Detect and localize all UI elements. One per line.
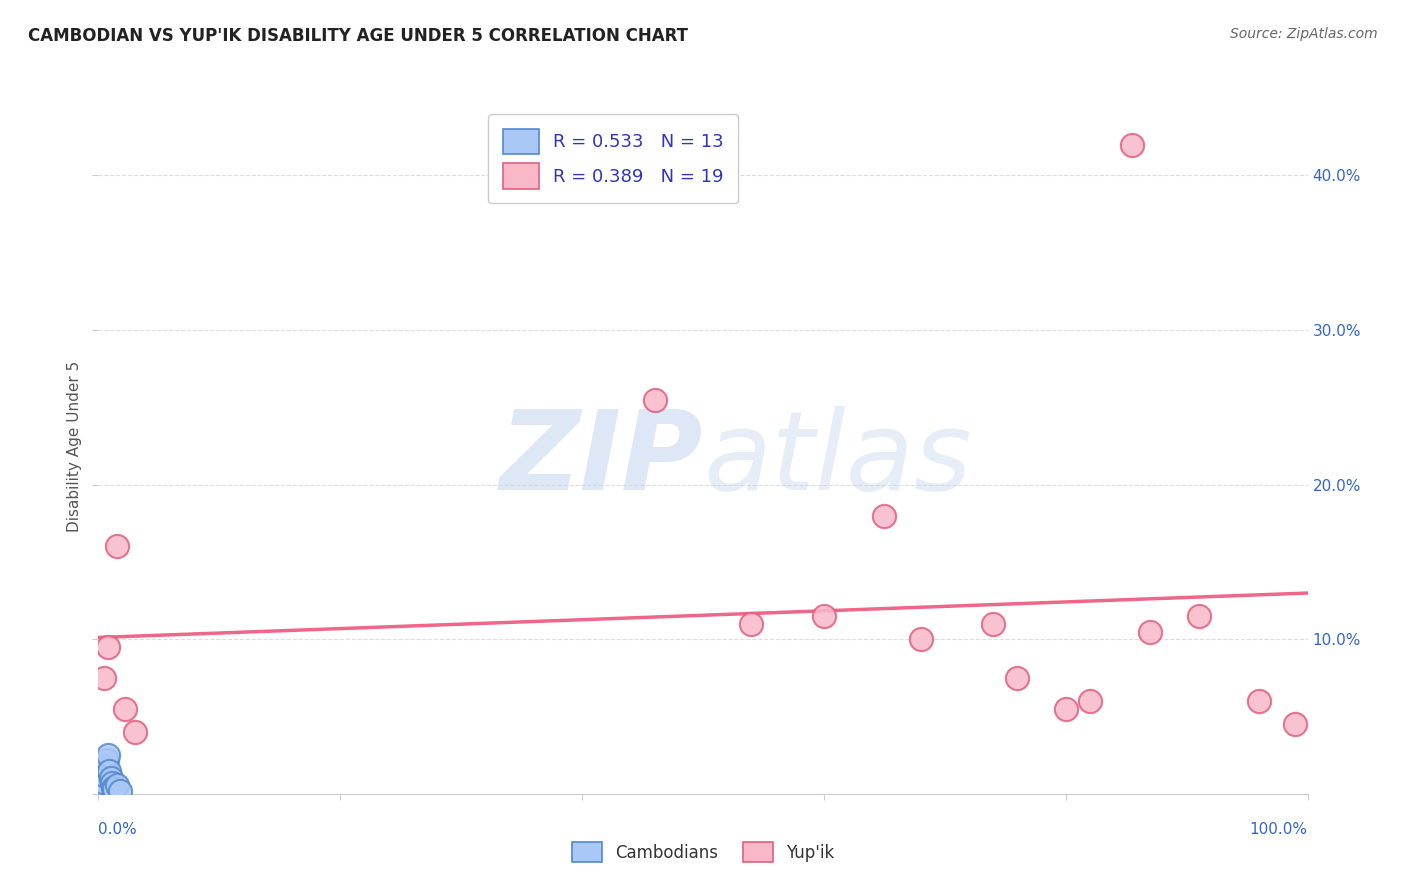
Point: [813, 609, 835, 624]
Point: [1121, 137, 1143, 152]
Point: [98, 764, 121, 778]
Text: Source: ZipAtlas.com: Source: ZipAtlas.com: [1230, 27, 1378, 41]
Point: [100, 776, 122, 790]
Point: [91, 774, 114, 789]
Point: [124, 725, 146, 739]
Text: ZIP: ZIP: [499, 407, 703, 514]
Point: [1139, 624, 1161, 639]
Point: [108, 784, 131, 798]
Text: atlas: atlas: [703, 407, 972, 514]
Point: [93, 671, 115, 685]
Point: [100, 772, 122, 786]
Point: [910, 632, 932, 647]
Point: [105, 540, 128, 554]
Point: [94, 759, 117, 773]
Point: [91, 779, 114, 793]
Point: [105, 778, 128, 792]
Point: [1284, 717, 1306, 731]
Y-axis label: Disability Age Under 5: Disability Age Under 5: [66, 360, 82, 532]
Point: [97, 748, 120, 763]
Text: 100.0%: 100.0%: [1250, 822, 1308, 837]
Point: [873, 508, 896, 523]
Point: [1188, 609, 1211, 624]
Point: [1007, 671, 1029, 685]
Point: [96, 753, 118, 767]
Text: 0.0%: 0.0%: [98, 822, 138, 837]
Legend: Cambodians, Yup'ik: Cambodians, Yup'ik: [565, 836, 841, 869]
Point: [981, 616, 1004, 631]
Point: [114, 702, 136, 716]
Text: CAMBODIAN VS YUP'IK DISABILITY AGE UNDER 5 CORRELATION CHART: CAMBODIAN VS YUP'IK DISABILITY AGE UNDER…: [28, 27, 688, 45]
Point: [97, 640, 120, 654]
Point: [93, 768, 115, 782]
Point: [740, 616, 762, 631]
Point: [1078, 694, 1101, 708]
Point: [101, 780, 124, 795]
Point: [103, 782, 125, 797]
Point: [644, 392, 666, 407]
Point: [1054, 702, 1077, 716]
Point: [1249, 694, 1271, 708]
